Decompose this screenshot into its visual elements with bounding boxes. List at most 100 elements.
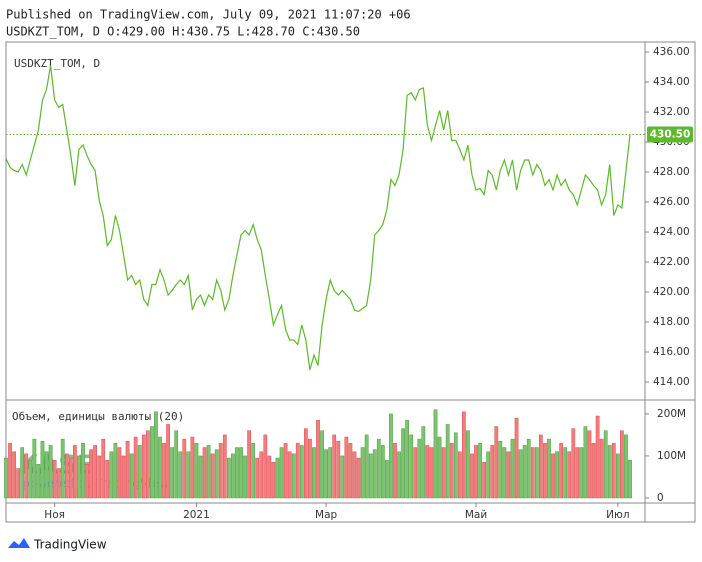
volume-bar	[303, 428, 308, 499]
volume-bar	[587, 430, 592, 499]
footer-brand: TradingView	[33, 538, 107, 552]
volume-bar	[397, 451, 401, 499]
y-tick-label: 420.00	[653, 286, 690, 298]
volume-bar	[462, 411, 466, 499]
volume-bar	[409, 434, 414, 499]
volume-bar	[575, 447, 580, 499]
volume-bar	[502, 447, 507, 499]
x-tick-label: 2021	[183, 509, 210, 521]
y-tick-label: 422.00	[653, 256, 690, 268]
volume-bar	[174, 430, 179, 499]
volume-bar	[162, 443, 166, 499]
volume-bar	[251, 443, 256, 499]
volume-bar	[36, 464, 41, 499]
volume-bar	[352, 451, 357, 499]
volume-bar	[170, 447, 175, 499]
logo-icon	[8, 538, 30, 548]
y-tick-label: 426.00	[653, 196, 690, 208]
volume-bar	[194, 443, 199, 499]
volume-bar	[28, 459, 33, 499]
volume-bar	[109, 451, 114, 499]
volume-bar	[129, 453, 134, 499]
volume-bar	[405, 419, 410, 499]
volume-bar	[60, 438, 65, 499]
volume-bar	[498, 440, 503, 499]
frame	[5, 41, 696, 523]
volume-bar	[474, 445, 478, 499]
volume-bar	[543, 443, 547, 499]
volume-bar	[429, 447, 434, 499]
volume-bar	[141, 434, 146, 499]
volume-bar	[486, 451, 491, 499]
volume-bar	[599, 438, 604, 499]
volume-bar	[158, 436, 162, 499]
volume-bar	[611, 443, 616, 499]
volume-bar	[85, 464, 89, 499]
volume-bar	[433, 409, 438, 499]
volume-bar	[73, 445, 77, 499]
volume-bar	[287, 451, 292, 499]
volume-bar	[32, 438, 37, 499]
volume-bar	[214, 449, 219, 499]
volume-bar	[121, 455, 126, 499]
volume-bar	[8, 443, 12, 499]
volume-bar	[89, 449, 93, 499]
volume-bar	[259, 451, 264, 499]
volume-bar	[425, 445, 430, 499]
volume-bar	[368, 453, 373, 499]
volume-bar	[466, 430, 470, 499]
volume-bar	[113, 443, 118, 499]
price-line	[5, 65, 631, 371]
volume-bar	[421, 426, 426, 499]
volume-bar	[356, 457, 361, 499]
volume-bar	[571, 428, 576, 499]
volume-bar	[206, 445, 211, 499]
ohlc-line: USDKZT_TOM, D O:429.00 H:430.75 L:428.70…	[6, 25, 360, 39]
volume-bar	[340, 455, 345, 499]
volume-bar	[222, 434, 227, 499]
volume-bar	[530, 447, 535, 499]
volume-bar	[243, 455, 247, 499]
volume-bar	[93, 445, 98, 499]
volume-bar	[372, 449, 377, 499]
volume-bar	[364, 434, 369, 499]
y2-tick-label: 0	[657, 492, 664, 504]
volume-bar	[56, 468, 61, 499]
volume-bar	[12, 451, 16, 499]
x-tick-label: Мар	[315, 509, 337, 521]
volume-bar	[68, 457, 73, 499]
volume-bar	[445, 424, 450, 499]
volume-bar	[77, 455, 81, 499]
volume-bar	[457, 451, 462, 499]
volume-bar	[620, 430, 624, 499]
volume-bar	[401, 428, 405, 499]
x-tick-label: Май	[465, 509, 487, 521]
volume-bar	[615, 453, 620, 499]
volume-bar	[105, 459, 110, 499]
y-tick-label: 428.00	[653, 166, 690, 178]
volume-bar	[125, 440, 130, 499]
volume-bar	[271, 461, 276, 499]
volume-bar	[101, 438, 106, 499]
volume-bar	[52, 459, 57, 499]
volume-bar	[482, 461, 487, 499]
volume-bar	[518, 449, 523, 499]
volume-bar	[226, 457, 231, 499]
volume-bar	[413, 447, 418, 499]
volume-bar	[24, 453, 29, 499]
y-tick-label: 414.00	[653, 376, 690, 388]
volume-bar	[4, 457, 8, 499]
volume-bar	[263, 434, 268, 499]
volume-bar	[453, 432, 458, 499]
volume-bar	[275, 457, 280, 499]
symbol-legend: USDKZT_TOM, D	[14, 57, 100, 70]
volume-bar	[449, 443, 454, 499]
volume-bar	[283, 443, 288, 499]
volume-bar	[522, 445, 527, 499]
volume-bar	[360, 447, 365, 499]
volume-bar	[437, 436, 442, 499]
volume-bar	[64, 453, 69, 499]
volume-bar	[563, 447, 568, 499]
volume-bar	[551, 453, 555, 499]
